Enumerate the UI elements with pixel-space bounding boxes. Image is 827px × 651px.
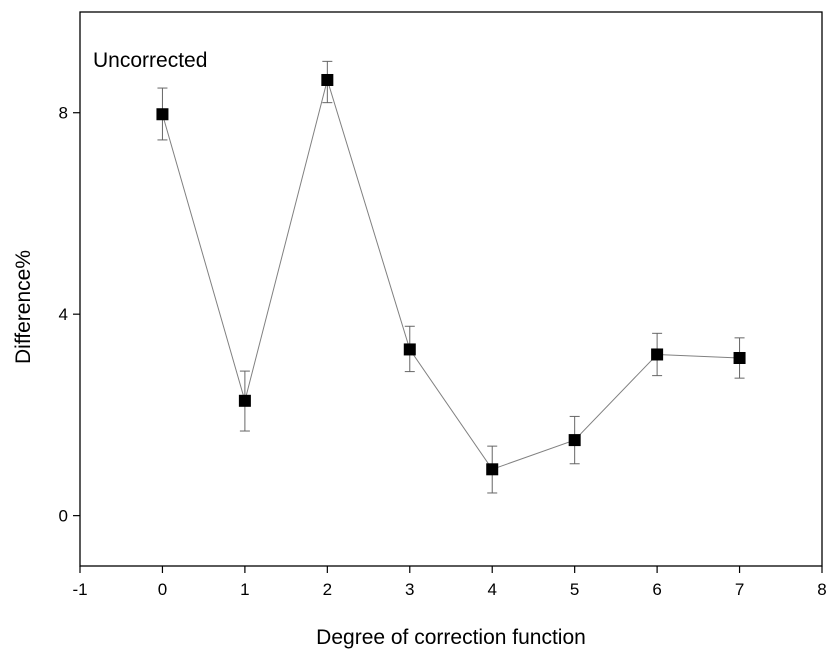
x-tick-label: -1 xyxy=(72,580,87,599)
y-tick-label: 4 xyxy=(59,305,68,324)
x-tick-label: 0 xyxy=(158,580,167,599)
data-point xyxy=(733,351,746,364)
y-tick-label: 8 xyxy=(59,104,68,123)
y-axis-title: Difference% xyxy=(12,250,35,364)
x-axis-title: Degree of correction function xyxy=(316,626,586,649)
x-tick-label: 1 xyxy=(240,580,249,599)
data-point xyxy=(568,434,581,447)
data-points xyxy=(156,73,746,476)
x-tick-label: 2 xyxy=(323,580,332,599)
data-point xyxy=(156,108,169,121)
error-bars xyxy=(157,60,745,494)
plot-frame xyxy=(79,11,823,567)
data-point xyxy=(321,73,334,86)
series-connector-line xyxy=(161,78,740,470)
y-axis: 0 4 8 xyxy=(59,104,80,526)
x-tick-label: 5 xyxy=(570,580,579,599)
series-line xyxy=(161,78,740,470)
x-tick-label: 3 xyxy=(405,580,414,599)
data-point xyxy=(486,463,499,476)
x-tick-label: 6 xyxy=(652,580,661,599)
annotation-uncorrected: Uncorrected xyxy=(93,49,207,72)
x-tick-label: 7 xyxy=(735,580,744,599)
data-point xyxy=(403,343,416,356)
x-tick-label: 8 xyxy=(817,580,826,599)
data-point xyxy=(651,348,664,361)
y-tick-label: 0 xyxy=(59,507,68,526)
x-tick-label: 4 xyxy=(487,580,496,599)
data-point xyxy=(238,394,251,407)
x-axis: -1 0 1 2 3 4 5 6 7 8 xyxy=(72,566,827,599)
